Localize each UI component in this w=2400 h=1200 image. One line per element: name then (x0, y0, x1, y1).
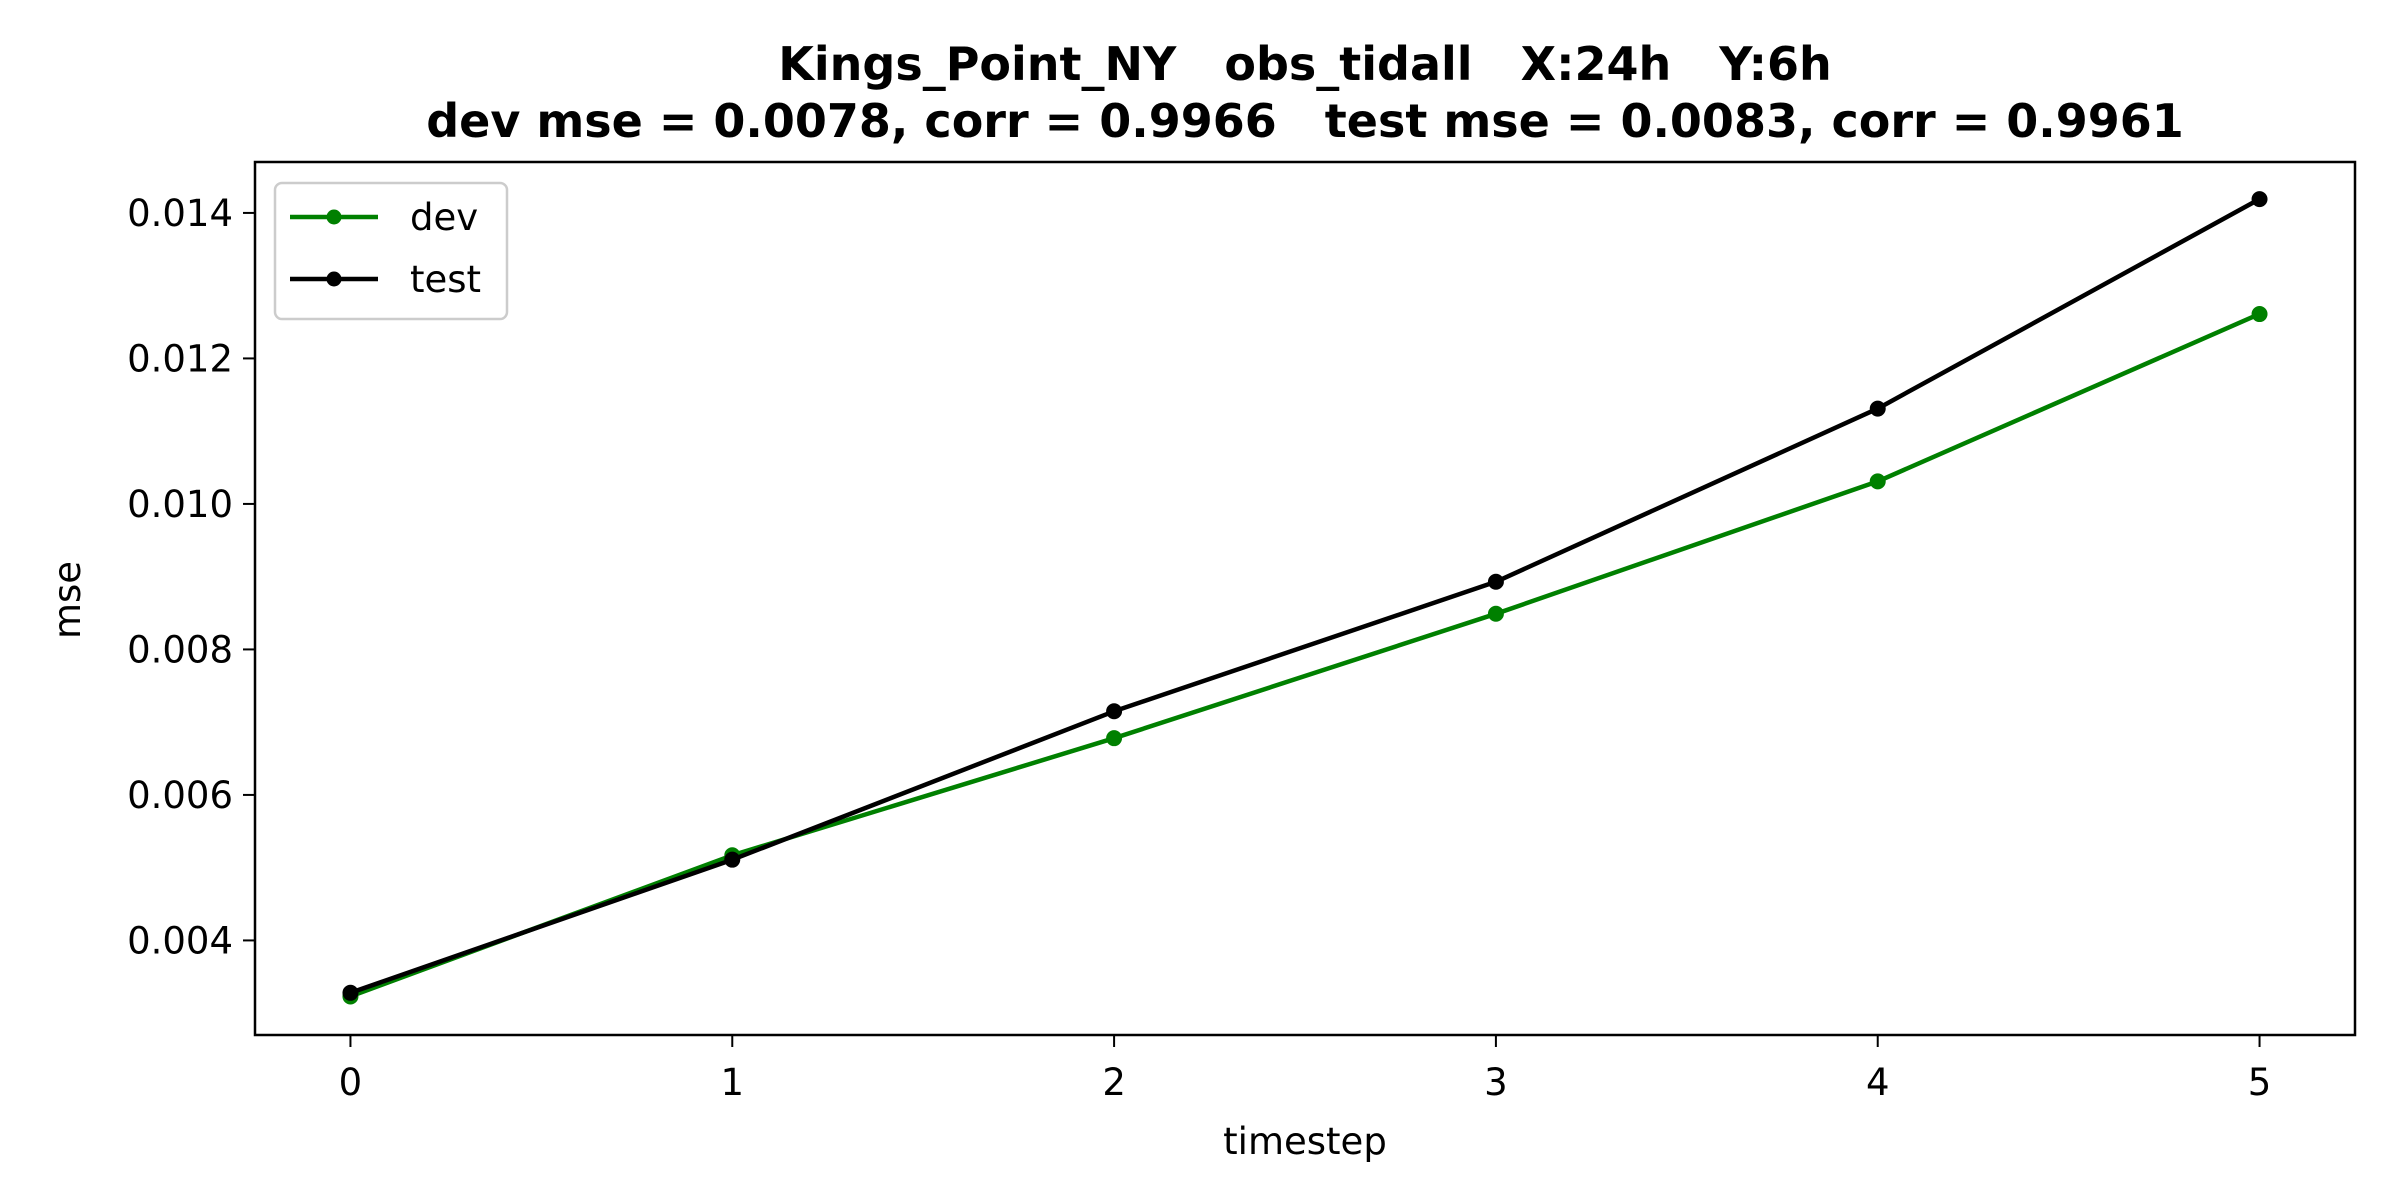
x-tick-label: 5 (2248, 1061, 2272, 1104)
y-axis-label: mse (46, 561, 89, 639)
chart-title-line2: dev mse = 0.0078, corr = 0.9966 test mse… (426, 94, 2184, 148)
series-line-dev (347, 311, 2263, 1000)
legend: dev test (273, 181, 509, 321)
y-tick-label: 0.010 (127, 483, 233, 526)
x-axis-label: timestep (1223, 1120, 1387, 1163)
y-tick-label: 0.008 (127, 628, 233, 671)
data-point-dev (1487, 605, 1504, 622)
data-point-dev (1869, 473, 1886, 490)
chart-title-line1: Kings_Point_NY obs_tidall X:24h Y:6h (778, 37, 1832, 91)
legend-marker-test (326, 271, 342, 287)
data-point-test (724, 851, 741, 868)
data-point-test (1106, 703, 1123, 720)
x-tick-label: 1 (720, 1061, 744, 1104)
y-tick-label: 0.014 (127, 192, 233, 235)
y-tick-label: 0.004 (127, 919, 233, 962)
legend-marker-dev (326, 209, 342, 225)
data-point-test (2251, 191, 2268, 208)
plot-frame (253, 160, 2357, 1037)
series-line-test (347, 196, 2263, 996)
y-tick-label: 0.012 (127, 337, 233, 380)
x-axis: 0 1 2 3 4 5 (339, 1035, 2272, 1104)
plot-area (342, 191, 2268, 1005)
x-tick-label: 0 (339, 1061, 363, 1104)
data-point-test (1869, 400, 1886, 417)
y-axis: 0.004 0.006 0.008 0.010 0.012 0.014 (127, 192, 255, 962)
x-tick-label: 2 (1102, 1061, 1126, 1104)
x-tick-label: 4 (1866, 1061, 1890, 1104)
legend-label-dev: dev (410, 196, 478, 239)
data-point-test (342, 984, 359, 1001)
data-point-dev (2251, 306, 2268, 323)
legend-label-test: test (410, 258, 481, 301)
data-point-dev (1106, 730, 1123, 747)
y-tick-label: 0.006 (127, 774, 233, 817)
x-tick-label: 3 (1484, 1061, 1508, 1104)
data-point-test (1487, 573, 1504, 590)
